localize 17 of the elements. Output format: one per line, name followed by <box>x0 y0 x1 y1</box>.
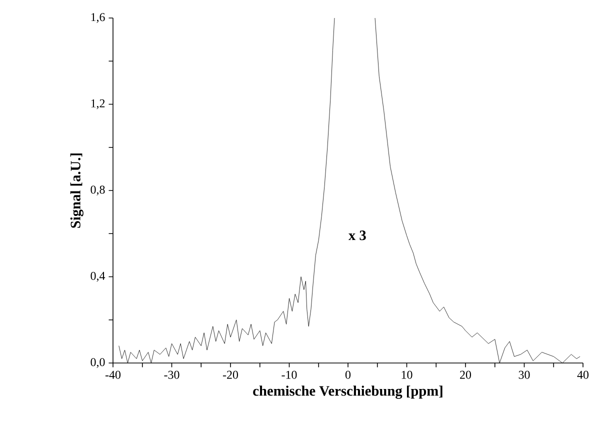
annotation: x 3 <box>348 230 366 240</box>
y-axis-title: Signal [a.U.] <box>70 154 84 228</box>
x-tick-label: 0 <box>345 370 351 379</box>
y-tick-label: 1,6 <box>91 13 105 23</box>
x-tick-label: -30 <box>164 370 180 379</box>
y-tick-label: 0,0 <box>90 358 105 368</box>
x-axis-title: chemische Verschiebung [ppm] <box>253 386 442 399</box>
x-tick-label: 30 <box>518 370 530 379</box>
y-tick-label: 1,2 <box>91 99 105 110</box>
y-tick-label: 0,8 <box>90 186 105 196</box>
x-tick-label: 10 <box>402 370 412 379</box>
x-tick-label: -40 <box>105 370 121 379</box>
x-tick-label: -20 <box>222 370 238 379</box>
x-tick-label: -10 <box>282 370 297 379</box>
x-tick-label: 20 <box>460 370 472 379</box>
x-tick-label: 40 <box>577 370 589 379</box>
y-tick-label: 0,4 <box>90 272 106 282</box>
